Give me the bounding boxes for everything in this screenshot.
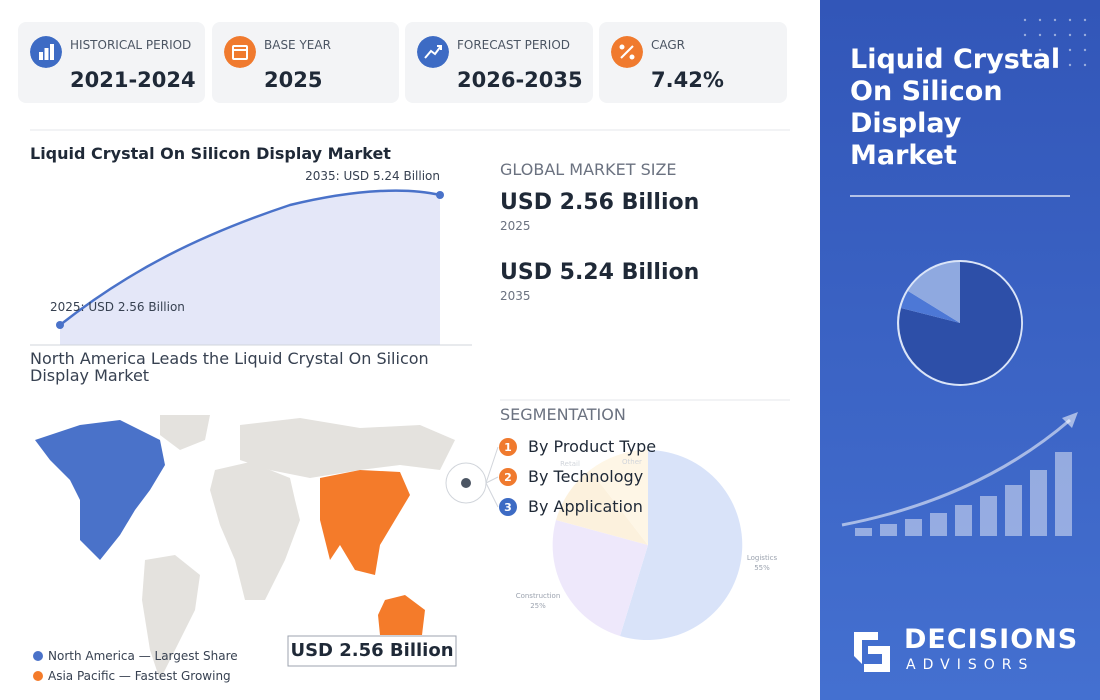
stat-value: 2026-2035 <box>457 68 583 92</box>
world-map <box>35 415 455 680</box>
stat-label: CAGR <box>651 38 686 52</box>
start-label: 2025: USD 2.56 Billion <box>50 300 185 314</box>
icon <box>224 36 256 68</box>
side-graphics <box>841 18 1087 672</box>
pie-label: 55% <box>754 564 770 572</box>
icon <box>611 36 643 68</box>
icon <box>417 36 449 68</box>
badge <box>287 635 457 667</box>
brand: DECISIONS <box>904 624 1079 655</box>
stat-card: FORECAST PERIOD 2026-2035 <box>405 22 593 103</box>
arrow-head <box>1062 412 1078 428</box>
segment-number: 2 <box>504 471 512 484</box>
badge-text: USD 2.56 Billion <box>290 640 453 661</box>
map-title: North America Leads the Liquid Crystal O… <box>30 349 429 385</box>
trend-arrow <box>841 418 1071 527</box>
stat-card: HISTORICAL PERIOD 2021-2024 <box>18 22 205 103</box>
stat-value: 2021-2024 <box>70 68 196 92</box>
segment-number: 3 <box>504 501 512 514</box>
segment-label: By Application <box>528 497 643 516</box>
dot-grid <box>1023 18 1087 67</box>
market-size-heading: GLOBAL MARKET SIZE <box>500 160 677 179</box>
market-size-year: 2035 <box>500 289 531 303</box>
point <box>56 321 64 329</box>
stat-card: BASE YEAR 2025 <box>212 22 399 103</box>
stat-label: BASE YEAR <box>264 38 331 52</box>
segment-number: 1 <box>504 441 512 454</box>
legend-dot <box>33 671 43 681</box>
connector <box>485 446 499 508</box>
main-graphics: Liquid Crystal On Silicon Display Market… <box>30 129 790 683</box>
end-label: 2035: USD 5.24 Billion <box>305 169 440 183</box>
segment-number-circle <box>499 438 517 456</box>
side-title: Liquid Crystal On Silicon Display Market <box>850 44 1061 171</box>
legend-label: Asia Pacific — Fastest Growing <box>48 669 231 683</box>
market-size-year: 2025 <box>500 219 531 233</box>
brand-sub: ADVISORS <box>906 657 1035 673</box>
market-size-value: USD 5.24 Billion <box>500 260 699 285</box>
growth-line <box>59 189 441 326</box>
side-panel: Liquid Crystal On Silicon Display Market… <box>820 0 1100 700</box>
point <box>436 191 444 199</box>
logo-mark <box>854 632 890 672</box>
segmentation-heading: SEGMENTATION <box>500 405 626 424</box>
segment-number-circle <box>499 498 517 516</box>
segment-number-circle <box>499 468 517 486</box>
side-bars <box>855 452 1072 536</box>
pie-label: Other <box>622 458 642 466</box>
chart-title: Liquid Crystal On Silicon Display Market <box>30 144 391 163</box>
legend-label: North America — Largest Share <box>48 649 238 663</box>
stat-value: 2025 <box>264 68 323 92</box>
market-size-value: USD 2.56 Billion <box>500 190 699 215</box>
pie-label: Construction <box>516 592 561 600</box>
legend-dot <box>33 651 43 661</box>
pie-label: Logistics <box>747 554 778 562</box>
stat-card: CAGR 7.42% <box>599 22 787 103</box>
segment-label: By Product Type <box>528 437 656 456</box>
stat-label: FORECAST PERIOD <box>457 38 570 52</box>
icon <box>30 36 62 68</box>
pie-label: 25% <box>530 602 546 610</box>
growth-area <box>60 190 440 345</box>
stat-label: HISTORICAL PERIOD <box>70 38 192 52</box>
side-pie <box>897 260 1023 386</box>
segment-pie <box>552 450 743 640</box>
pie-label: Retail <box>560 460 580 468</box>
segment-icon-dot <box>461 478 471 488</box>
segment-label: By Technology <box>528 467 643 486</box>
stat-value: 7.42% <box>651 68 724 92</box>
